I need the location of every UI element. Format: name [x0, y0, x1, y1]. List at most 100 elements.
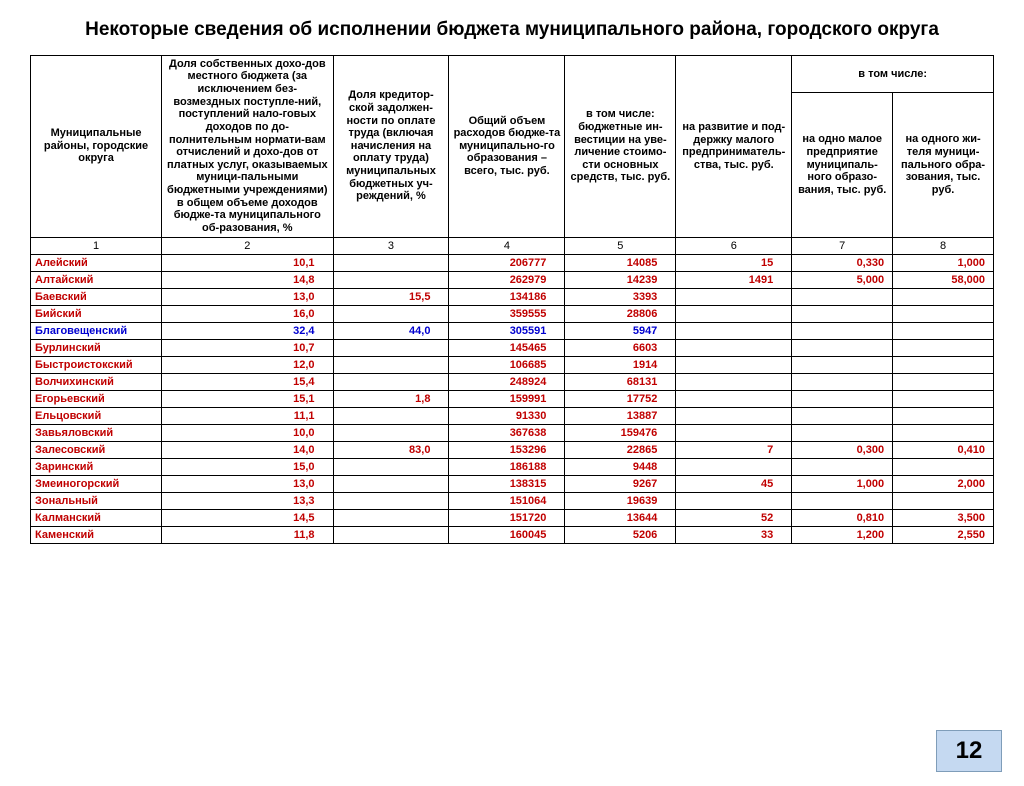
colnum: 3 [333, 237, 449, 254]
header-group: в том числе: [792, 55, 994, 92]
header-col8: на одного жи-теля муници-пального обра-з… [893, 93, 994, 238]
row-value [792, 390, 893, 407]
row-value: 3,500 [893, 509, 994, 526]
colnum: 1 [31, 237, 162, 254]
row-value: 13,0 [162, 475, 333, 492]
row-name: Бурлинский [31, 339, 162, 356]
row-name: Бийский [31, 305, 162, 322]
row-value: 138315 [449, 475, 565, 492]
row-value: 5,000 [792, 271, 893, 288]
row-value: 11,8 [162, 526, 333, 543]
row-value [333, 509, 449, 526]
row-value [333, 424, 449, 441]
row-value: 3393 [565, 288, 676, 305]
row-value: 15,5 [333, 288, 449, 305]
row-value: 2,000 [893, 475, 994, 492]
row-value: 0,300 [792, 441, 893, 458]
row-value: 0,410 [893, 441, 994, 458]
row-value [333, 373, 449, 390]
row-value: 5947 [565, 322, 676, 339]
row-name: Калманский [31, 509, 162, 526]
row-name: Волчихинский [31, 373, 162, 390]
row-value [676, 458, 792, 475]
row-value: 106685 [449, 356, 565, 373]
row-value [792, 407, 893, 424]
budget-table-container: Муниципальные районы, городские округа Д… [30, 55, 994, 544]
row-value [676, 407, 792, 424]
row-value [893, 492, 994, 509]
table-row: Завьяловский10,0367638159476 [31, 424, 994, 441]
header-col1: Муниципальные районы, городские округа [31, 55, 162, 237]
row-value [792, 424, 893, 441]
row-name: Алейский [31, 254, 162, 271]
table-row: Заринский15,01861889448 [31, 458, 994, 475]
table-row: Бурлинский10,71454656603 [31, 339, 994, 356]
row-name: Змеиногорский [31, 475, 162, 492]
column-number-row: 1 2 3 4 5 6 7 8 [31, 237, 994, 254]
colnum: 6 [676, 237, 792, 254]
row-name: Завьяловский [31, 424, 162, 441]
row-value: 367638 [449, 424, 565, 441]
row-name: Егорьевский [31, 390, 162, 407]
row-value [792, 322, 893, 339]
row-value: 15,0 [162, 458, 333, 475]
row-value: 6603 [565, 339, 676, 356]
row-value [676, 339, 792, 356]
row-value: 153296 [449, 441, 565, 458]
row-name: Ельцовский [31, 407, 162, 424]
row-value: 28806 [565, 305, 676, 322]
row-value: 262979 [449, 271, 565, 288]
row-value [893, 339, 994, 356]
row-value [676, 424, 792, 441]
header-col2: Доля собственных дохо-дов местного бюдже… [162, 55, 333, 237]
row-name: Алтайский [31, 271, 162, 288]
colnum: 4 [449, 237, 565, 254]
row-value: 11,1 [162, 407, 333, 424]
row-value: 91330 [449, 407, 565, 424]
row-value [333, 492, 449, 509]
table-row: Калманский14,515172013644520,8103,500 [31, 509, 994, 526]
row-value [792, 288, 893, 305]
row-value: 44,0 [333, 322, 449, 339]
row-value: 10,7 [162, 339, 333, 356]
table-row: Баевский13,015,51341863393 [31, 288, 994, 305]
row-value: 22865 [565, 441, 676, 458]
row-value: 1491 [676, 271, 792, 288]
row-value [333, 305, 449, 322]
row-value [792, 373, 893, 390]
row-value: 58,000 [893, 271, 994, 288]
row-value: 10,0 [162, 424, 333, 441]
row-value [333, 526, 449, 543]
row-value: 1,200 [792, 526, 893, 543]
colnum: 2 [162, 237, 333, 254]
table-row: Зональный13,315106419639 [31, 492, 994, 509]
row-value: 1914 [565, 356, 676, 373]
row-value: 33 [676, 526, 792, 543]
row-value: 248924 [449, 373, 565, 390]
row-value: 2,550 [893, 526, 994, 543]
header-col6: на развитие и под-держку малого предприн… [676, 55, 792, 237]
table-row: Бийский16,035955528806 [31, 305, 994, 322]
row-value: 186188 [449, 458, 565, 475]
row-value [893, 288, 994, 305]
page-title: Некоторые сведения об исполнении бюджета… [60, 18, 964, 43]
row-value [676, 390, 792, 407]
row-value [333, 407, 449, 424]
row-value [676, 373, 792, 390]
header-col7: на одно малое предприятие муниципаль-ног… [792, 93, 893, 238]
row-value: 17752 [565, 390, 676, 407]
row-value [333, 356, 449, 373]
row-value [333, 254, 449, 271]
row-value [676, 492, 792, 509]
budget-table: Муниципальные районы, городские округа Д… [30, 55, 994, 544]
table-row: Волчихинский15,424892468131 [31, 373, 994, 390]
page-number-badge: 12 [936, 730, 1002, 772]
row-value: 52 [676, 509, 792, 526]
row-value [893, 373, 994, 390]
row-name: Залесовский [31, 441, 162, 458]
table-row: Ельцовский11,19133013887 [31, 407, 994, 424]
row-value: 5206 [565, 526, 676, 543]
row-name: Баевский [31, 288, 162, 305]
row-value: 206777 [449, 254, 565, 271]
row-value: 19639 [565, 492, 676, 509]
